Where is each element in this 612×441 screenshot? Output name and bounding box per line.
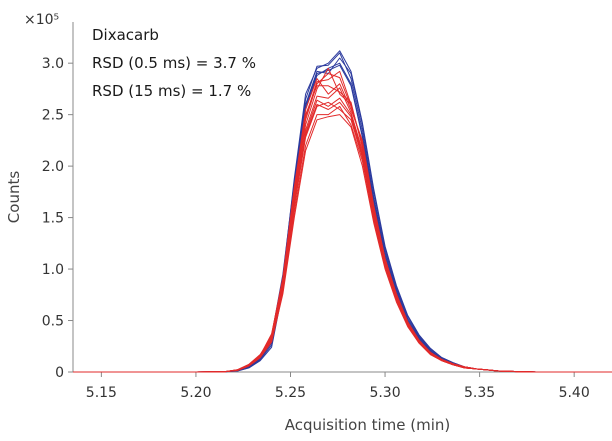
chromatogram-trace bbox=[73, 114, 612, 373]
chromatogram-trace bbox=[73, 101, 612, 373]
x-axis-label: Acquisition time (min) bbox=[285, 416, 451, 434]
annotation-compound: Dixacarb bbox=[92, 26, 159, 44]
x-tick-label: 5.20 bbox=[180, 385, 211, 401]
annotation-rsd-slow: RSD (15 ms) = 1.7 % bbox=[92, 82, 251, 100]
chromatogram-trace bbox=[73, 101, 612, 373]
chromatogram-trace bbox=[73, 97, 612, 373]
x-axis-ticks: 5.15 5.20 5.25 5.30 5.35 5.40 bbox=[86, 372, 590, 401]
chromatogram-trace bbox=[73, 52, 612, 373]
x-tick-label: 5.15 bbox=[86, 385, 117, 401]
x-tick-label: 5.40 bbox=[559, 385, 590, 401]
x-tick-label: 5.30 bbox=[369, 385, 400, 401]
y-tick-label: 0.5 bbox=[42, 314, 64, 330]
y-tick-label: 2.5 bbox=[42, 108, 64, 124]
y-multiplier-label: ×10⁵ bbox=[24, 12, 59, 28]
chromatogram-trace bbox=[73, 70, 612, 373]
chromatogram-traces bbox=[73, 50, 612, 373]
axes bbox=[72, 22, 612, 373]
chromatogram-trace bbox=[73, 78, 612, 373]
y-tick-label: 1.0 bbox=[42, 262, 64, 278]
chromatogram-trace bbox=[73, 85, 612, 373]
annotation-block: Dixacarb RSD (0.5 ms) = 3.7 % RSD (15 ms… bbox=[92, 26, 256, 100]
chromatogram-trace bbox=[73, 62, 612, 373]
chromatogram-trace bbox=[73, 105, 612, 373]
x-tick-label: 5.25 bbox=[275, 385, 306, 401]
y-axis-ticks: 0 0.5 1.0 1.5 2.0 2.5 3.0 bbox=[42, 56, 73, 381]
y-tick-label: 2.0 bbox=[42, 159, 64, 175]
annotation-rsd-fast: RSD (0.5 ms) = 3.7 % bbox=[92, 54, 256, 72]
chromatogram-trace bbox=[73, 67, 612, 373]
y-axis-label: Counts bbox=[5, 171, 23, 224]
y-tick-label: 1.5 bbox=[42, 211, 64, 227]
x-tick-label: 5.35 bbox=[464, 385, 495, 401]
chromatogram-trace bbox=[73, 87, 612, 373]
y-tick-label: 0 bbox=[55, 365, 64, 381]
y-tick-label: 3.0 bbox=[42, 56, 64, 72]
